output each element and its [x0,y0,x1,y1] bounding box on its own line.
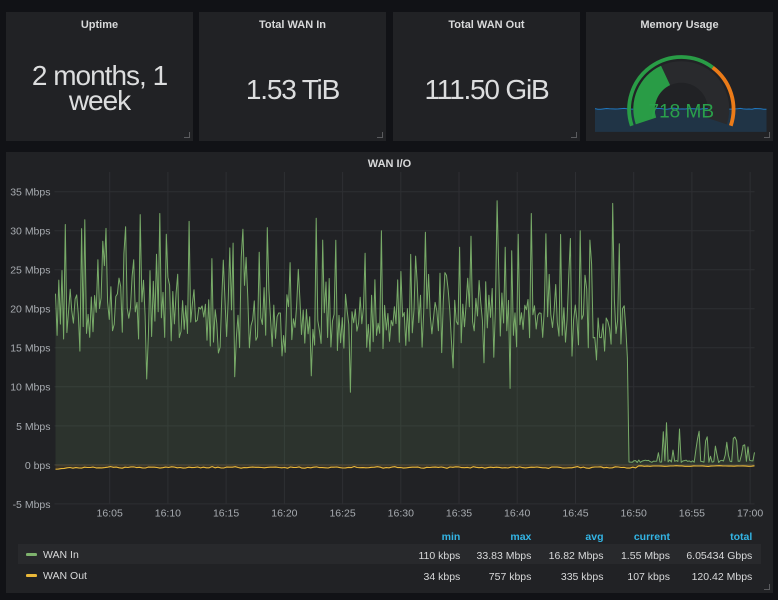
svg-text:5 Mbps: 5 Mbps [16,420,50,432]
svg-text:25 Mbps: 25 Mbps [10,264,50,276]
svg-text:30 Mbps: 30 Mbps [10,225,50,237]
svg-text:16:10: 16:10 [155,507,181,519]
svg-text:16:15: 16:15 [213,507,239,519]
svg-text:16:35: 16:35 [446,507,472,519]
svg-text:0 bps: 0 bps [25,459,51,471]
svg-text:-5 Mbps: -5 Mbps [13,498,51,510]
svg-text:16:25: 16:25 [329,507,355,519]
svg-text:16:20: 16:20 [271,507,297,519]
svg-text:16:55: 16:55 [679,507,705,519]
svg-text:16:45: 16:45 [562,507,588,519]
svg-text:16:50: 16:50 [621,507,647,519]
svg-text:15 Mbps: 15 Mbps [10,342,50,354]
svg-text:16:30: 16:30 [388,507,414,519]
svg-text:35 Mbps: 35 Mbps [10,186,50,198]
svg-text:16:05: 16:05 [97,507,123,519]
svg-text:16:40: 16:40 [504,507,530,519]
svg-text:718 MB: 718 MB [649,102,714,123]
svg-text:17:00: 17:00 [737,507,763,519]
svg-text:20 Mbps: 20 Mbps [10,303,50,315]
svg-text:10 Mbps: 10 Mbps [10,381,50,393]
